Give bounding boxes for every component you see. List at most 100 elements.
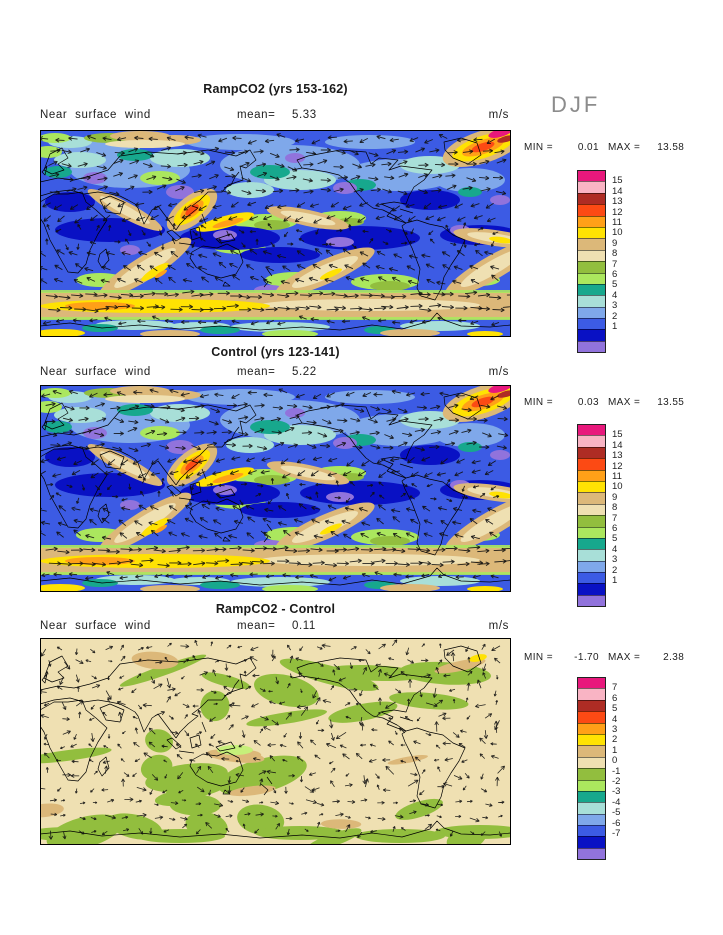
colorbar-tick-label: 15 [612, 429, 623, 441]
colorbar-tick-label: 4 [612, 713, 618, 725]
colorbar-tick-label: 5 [612, 279, 618, 291]
panel1-minmax: MIN = 0.01 MAX = 13.58 [524, 142, 709, 153]
max-label: MAX = [607, 652, 641, 663]
colorbar-swatch [578, 572, 605, 584]
colorbar-swatch [578, 779, 605, 791]
colorbar-tick-label: 4 [612, 543, 618, 555]
min-value: 0.03 [577, 397, 599, 408]
panel3-units: m/s [488, 620, 509, 632]
colorbar-swatch [578, 688, 605, 700]
colorbar-swatch [578, 537, 605, 550]
max-label: MAX = [607, 397, 641, 408]
colorbar-swatch [578, 722, 605, 734]
colorbar-swatch [578, 204, 605, 216]
colorbar-swatch [578, 329, 605, 341]
min-label: MIN = [524, 142, 553, 153]
colorbar-swatch [578, 283, 605, 296]
colorbar-tick-label: 13 [612, 450, 623, 462]
colorbar-tick-label: 7 [612, 682, 618, 694]
colorbar-tick-label: 14 [612, 185, 623, 197]
panel3-field-label: Near surface wind [40, 620, 151, 632]
colorbar-swatches [577, 424, 606, 608]
colorbar-tick-label: -2 [612, 776, 621, 787]
panel2-field-label: Near surface wind [40, 366, 151, 378]
colorbar-tick-label: -7 [612, 828, 621, 839]
colorbar-tick-label: 6 [612, 269, 618, 280]
colorbar-tick-label: 2 [612, 564, 618, 576]
colorbar-tick-label: 11 [612, 217, 622, 228]
colorbar-tick-label: 13 [612, 196, 623, 208]
colorbar-tick-label: 6 [612, 523, 618, 534]
colorbar-tick-label: 5 [612, 703, 618, 715]
colorbar-swatches [577, 677, 606, 861]
colorbar-tick-label: 8 [612, 502, 618, 514]
colorbar-swatch [578, 802, 605, 814]
panel3-mean-label: mean= [237, 620, 276, 632]
colorbar-tick-label: 4 [612, 289, 618, 301]
panel1-title: RampCO2 (yrs 153-162) [203, 82, 348, 96]
panel2-title: Control (yrs 123-141) [211, 345, 340, 359]
colorbar-swatch [578, 435, 605, 447]
colorbar-tick-label: 10 [612, 481, 623, 493]
max-value: 13.55 [657, 397, 685, 408]
colorbar-tick-label: 12 [612, 206, 623, 218]
colorbar-swatch [578, 678, 605, 689]
min-label: MIN = [524, 397, 553, 408]
panel2-mean-label: mean= [237, 366, 276, 378]
max-value: 2.38 [663, 652, 685, 663]
min-value: 0.01 [577, 142, 599, 153]
panel1-mean-label: mean= [237, 109, 276, 121]
colorbar-tick-label: 8 [612, 248, 618, 260]
colorbar-swatch [578, 699, 605, 712]
colorbar-tick-label: 12 [612, 460, 623, 472]
colorbar-swatch [578, 446, 605, 459]
colorbar-swatch [578, 492, 605, 504]
colorbar-swatch [578, 745, 605, 757]
colorbar-tick-label: 3 [612, 724, 618, 735]
panel1-mean-value: 5.33 [292, 109, 317, 121]
colorbar-tick-label: -3 [612, 786, 621, 798]
colorbar-swatch [578, 836, 605, 848]
colorbar-swatch [578, 171, 605, 182]
colorbar-tick-label: 6 [612, 692, 618, 704]
colorbar-tick-label: -6 [612, 817, 621, 829]
colorbar-swatch [578, 503, 605, 516]
colorbar-tick-label: 9 [612, 491, 618, 503]
max-label: MAX = [607, 142, 641, 153]
colorbar-swatch [578, 238, 605, 250]
colorbar-tick-label: 9 [612, 237, 618, 249]
colorbar-swatch [578, 192, 605, 205]
min-label: MIN = [524, 652, 553, 663]
colorbar-tick-label: -1 [612, 765, 621, 777]
season-label: DJF [551, 92, 601, 117]
colorbar-swatches [577, 170, 606, 354]
wind-map-rampco2 [40, 130, 511, 337]
colorbar-swatch [578, 756, 605, 769]
colorbar-swatch [578, 825, 605, 837]
colorbar-swatch [578, 340, 605, 353]
panel3-field-row: Near surface wind mean= 0.11 m/s [40, 620, 511, 634]
colorbar-tick-label: -4 [612, 796, 621, 808]
panel1-field-row: Near surface wind mean= 5.33 m/s [40, 109, 511, 123]
colorbar-swatch [578, 526, 605, 538]
colorbar-swatch [578, 226, 605, 239]
colorbar-tick-label: -5 [612, 807, 621, 819]
panel2-units: m/s [488, 366, 509, 378]
colorbar-tick-label: 15 [612, 175, 623, 187]
colorbar-swatch [578, 318, 605, 330]
panel1-field-label: Near surface wind [40, 109, 151, 121]
colorbar-swatch [578, 480, 605, 493]
colorbar-swatch [578, 813, 605, 826]
colorbar-swatch [578, 847, 605, 860]
colorbar-swatch [578, 249, 605, 262]
colorbar-swatch [578, 768, 605, 780]
colorbar-swatch [578, 549, 605, 561]
colorbar-tick-label: 7 [612, 258, 618, 270]
panel2-field-row: Near surface wind mean= 5.22 m/s [40, 366, 511, 380]
wind-map-control [40, 385, 511, 592]
colorbar-tick-label: 2 [612, 734, 618, 746]
colorbar-swatch [578, 215, 605, 227]
panel2-minmax: MIN = 0.03 MAX = 13.55 [524, 397, 709, 408]
colorbar-swatch [578, 733, 605, 746]
